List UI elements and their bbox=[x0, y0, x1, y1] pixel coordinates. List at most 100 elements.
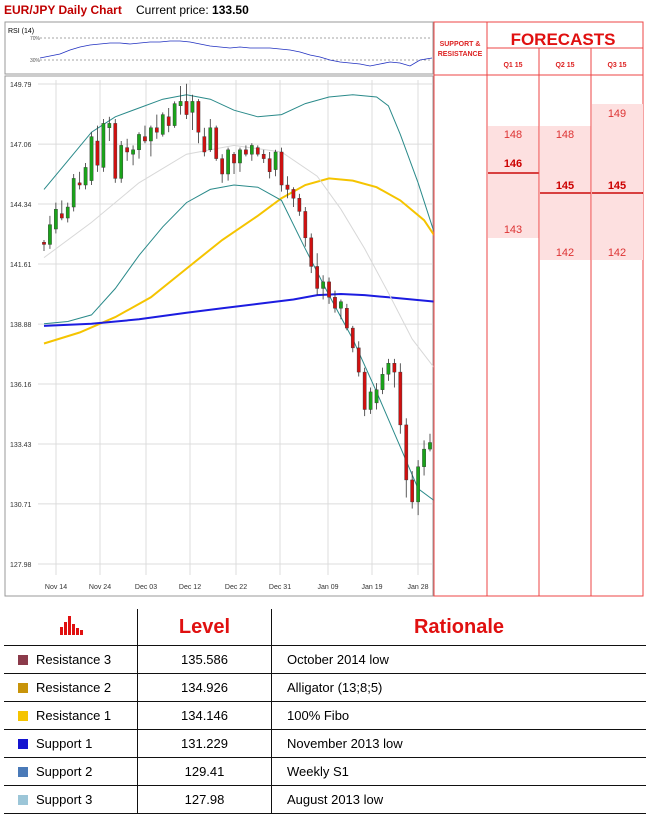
candle bbox=[101, 118, 106, 172]
candle bbox=[279, 147, 284, 192]
row-name-cell: Support 1 bbox=[4, 729, 138, 758]
x-axis: Nov 14 Nov 24 Dec 03 Dec 12 Dec 22 Dec 31 Jan … bbox=[45, 584, 429, 591]
y-tick-label: 133.43 bbox=[10, 442, 32, 449]
table-header-row: Level Rationale bbox=[4, 609, 646, 646]
candle bbox=[154, 114, 159, 139]
table-row: Support 3 127.98 August 2013 low bbox=[4, 785, 646, 814]
table-row: Resistance 2 134.926 Alligator (13;8;5) bbox=[4, 673, 646, 702]
candle bbox=[315, 253, 320, 296]
current-price-label: Current price: bbox=[136, 3, 209, 17]
sr-label: SUPPORT & RESISTANCE bbox=[438, 41, 483, 58]
header-level: Level bbox=[137, 609, 272, 646]
sr-label-line2: RESISTANCE bbox=[438, 51, 483, 58]
candle bbox=[321, 275, 325, 300]
row-name: Support 1 bbox=[36, 736, 93, 751]
x-tick-label: Dec 22 bbox=[225, 584, 247, 591]
row-name-cell: Support 2 bbox=[4, 757, 138, 786]
row-name: Resistance 1 bbox=[36, 708, 112, 723]
x-tick-label: Nov 14 bbox=[45, 584, 67, 591]
header-rationale: Rationale bbox=[271, 609, 646, 646]
row-name-cell: Resistance 3 bbox=[4, 645, 138, 674]
bar-chart-icon bbox=[59, 616, 83, 635]
candle bbox=[214, 125, 219, 161]
x-tick-label: Jan 09 bbox=[317, 584, 338, 591]
q2-middle: 145 bbox=[556, 180, 574, 192]
table-row: Resistance 3 135.586 October 2014 low bbox=[4, 645, 646, 674]
chart-header: EUR/JPY Daily Chart Current price: 133.5… bbox=[0, 0, 430, 20]
q3-upper: 149 bbox=[608, 108, 626, 120]
x-tick-label: Dec 03 bbox=[135, 584, 157, 591]
y-tick-label: 127.98 bbox=[10, 562, 32, 569]
sr-table: Level Rationale Resistance 3 135.586 Octob… bbox=[4, 609, 646, 814]
candle bbox=[261, 149, 266, 164]
candle bbox=[59, 200, 64, 221]
candle bbox=[285, 176, 290, 199]
color-swatch bbox=[18, 767, 28, 777]
candle bbox=[83, 163, 88, 190]
bb-mid-line bbox=[43, 144, 437, 371]
candle bbox=[362, 367, 367, 417]
candle bbox=[166, 107, 171, 133]
candle bbox=[374, 383, 379, 410]
candle bbox=[422, 440, 426, 476]
candle bbox=[416, 460, 420, 516]
candle bbox=[333, 290, 337, 313]
row-rationale: October 2014 low bbox=[271, 645, 646, 674]
color-swatch bbox=[18, 655, 28, 665]
candle bbox=[410, 471, 415, 509]
candle bbox=[232, 152, 236, 175]
candle bbox=[404, 418, 409, 498]
row-level: 127.98 bbox=[137, 785, 272, 814]
rsi-panel: RSI (14) 70% 30% bbox=[4, 21, 434, 75]
q1-upper: 148 bbox=[504, 129, 522, 141]
color-swatch bbox=[18, 711, 28, 721]
candle bbox=[149, 125, 153, 157]
color-swatch bbox=[18, 739, 28, 749]
candle bbox=[125, 138, 129, 161]
candle bbox=[297, 193, 302, 216]
candle bbox=[273, 149, 278, 177]
q1-lower: 143 bbox=[504, 224, 522, 236]
candle bbox=[380, 367, 385, 395]
q1-middle: 146 bbox=[504, 158, 522, 170]
current-price-value: 133.50 bbox=[212, 3, 249, 17]
q2-upper: 148 bbox=[556, 129, 574, 141]
candle bbox=[392, 358, 397, 388]
candle bbox=[184, 83, 189, 119]
candle bbox=[356, 341, 361, 377]
forecast-col-q2: Q2 15 bbox=[555, 62, 574, 69]
candle bbox=[350, 325, 355, 353]
candle bbox=[386, 358, 391, 381]
row-level: 131.229 bbox=[137, 729, 272, 758]
row-name-cell: Support 3 bbox=[4, 785, 138, 814]
candle bbox=[327, 277, 331, 304]
color-swatch bbox=[18, 795, 28, 805]
candle bbox=[172, 101, 177, 128]
color-swatch bbox=[18, 683, 28, 693]
candle bbox=[398, 363, 403, 434]
candle bbox=[208, 118, 213, 153]
forecasts-title: FORECASTS bbox=[511, 30, 616, 49]
y-tick-label: 141.61 bbox=[10, 262, 32, 269]
candle bbox=[107, 116, 112, 142]
row-level: 134.926 bbox=[137, 673, 272, 702]
x-tick-label: Nov 24 bbox=[89, 584, 111, 591]
candle bbox=[71, 174, 76, 212]
candle bbox=[250, 143, 254, 161]
rsi-line bbox=[39, 40, 433, 67]
row-name: Support 2 bbox=[36, 764, 93, 779]
row-name-cell: Resistance 2 bbox=[4, 673, 138, 702]
candle bbox=[48, 215, 52, 249]
y-axis: 149.79 147.06 144.34 141.61 138.88 136.16 133.… bbox=[10, 82, 32, 569]
candle bbox=[196, 99, 201, 144]
candle bbox=[137, 132, 141, 159]
x-tick-label: Jan 28 bbox=[407, 584, 428, 591]
candle bbox=[131, 145, 135, 166]
row-name: Resistance 3 bbox=[36, 652, 112, 667]
forecast-col-q3: Q3 15 bbox=[607, 62, 626, 69]
table-row: Support 2 129.41 Weekly S1 bbox=[4, 757, 646, 786]
q2-lower: 142 bbox=[556, 247, 574, 259]
indicator-lines bbox=[43, 94, 437, 503]
candle bbox=[65, 202, 70, 223]
candle bbox=[89, 132, 94, 186]
